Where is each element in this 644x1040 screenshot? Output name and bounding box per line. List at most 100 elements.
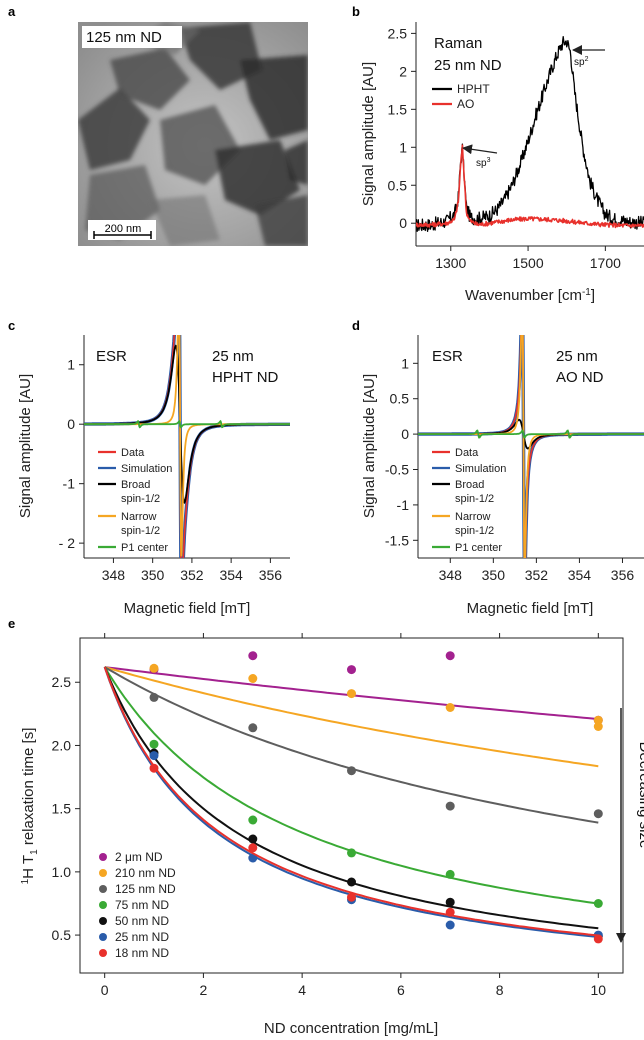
data-point-210-nm-nd bbox=[445, 703, 455, 712]
relaxation-legend: 2 μm ND 210 nm ND 125 nm ND 75 nm ND 50 nm N… bbox=[99, 850, 176, 960]
data-point-210-nm-nd bbox=[347, 689, 356, 699]
y-tick-label: - 2 bbox=[59, 535, 76, 551]
series-line-hpht bbox=[416, 36, 644, 233]
esr-ao-xlabel: Magnetic field [mT] bbox=[467, 600, 594, 617]
y-tick-label: 2 bbox=[399, 63, 407, 79]
data-point-210-nm-nd bbox=[149, 663, 159, 673]
legend-label: 50 nm ND bbox=[115, 914, 169, 928]
y-tick-label: 0 bbox=[67, 416, 75, 432]
esr-ao-ylabel: Signal amplitude [AU] bbox=[361, 374, 378, 518]
y-tick-label: 1.0 bbox=[52, 864, 72, 880]
relaxation-xlabel: ND concentration [mg/mL] bbox=[264, 1020, 438, 1037]
data-point-125-nm-nd bbox=[445, 801, 455, 811]
y-tick-label: 0 bbox=[401, 426, 409, 442]
esr-hpht-annotation-3: HPHT ND bbox=[212, 369, 279, 386]
legend-label-ao: AO bbox=[457, 97, 474, 111]
x-tick-label: 356 bbox=[611, 567, 635, 583]
legend-label-hpht: HPHT bbox=[457, 82, 490, 96]
legend-label-data: Data bbox=[455, 447, 479, 459]
y-tick-label: 1 bbox=[401, 355, 409, 371]
esr-hpht-xlabel: Magnetic field [mT] bbox=[124, 600, 251, 617]
esr-ao-ticks: 348 350 352 354 356 -1.5 -1 -0.5 0 0.5 1 bbox=[385, 355, 634, 583]
chart-relaxation: 0 2 4 6 8 10 0.5 1.0 1.5 2.0 2.5 2 μm ND 210 nm ND 1… bbox=[20, 633, 644, 1037]
raman-axes bbox=[415, 22, 644, 247]
x-tick-label: 350 bbox=[482, 567, 506, 583]
legend-label-narrow-2: spin-1/2 bbox=[121, 525, 160, 537]
data-point-75-nm-nd bbox=[347, 848, 356, 858]
legend-label-broad: Broad bbox=[455, 479, 484, 491]
legend-marker bbox=[99, 917, 107, 925]
legend-label-broad: Broad bbox=[121, 479, 150, 491]
data-point-18-nm-nd bbox=[149, 763, 159, 773]
data-point-210-nm-nd bbox=[593, 722, 603, 731]
relaxation-frame bbox=[79, 637, 624, 974]
legend-label-simulation: Simulation bbox=[455, 463, 506, 475]
data-point-210-nm-nd bbox=[248, 674, 258, 683]
data-point-18-nm-nd bbox=[593, 934, 603, 944]
legend-label-narrow: Narrow bbox=[455, 511, 491, 523]
decreasing-size-label: Decreasing size bbox=[636, 742, 644, 849]
data-point-50-nm-nd bbox=[347, 877, 356, 887]
y-tick-label: 1.5 bbox=[52, 801, 72, 817]
x-tick-label: 356 bbox=[259, 567, 283, 583]
x-tick-label: 8 bbox=[496, 982, 504, 998]
data-point-125-nm-nd bbox=[149, 692, 159, 702]
y-tick-label: 1 bbox=[399, 139, 407, 155]
y-tick-label: -1.5 bbox=[385, 532, 409, 548]
data-point-18-nm-nd bbox=[347, 892, 356, 902]
esr-ao-annotation-2: 25 nm bbox=[556, 348, 598, 365]
data-point-25-nm-nd bbox=[149, 751, 159, 761]
panel-label-d: d bbox=[352, 318, 360, 333]
legend-label: 125 nm ND bbox=[115, 882, 176, 896]
esr-ao-annotation-1: ESR bbox=[432, 348, 463, 365]
relaxation-ylabel: 1H T1 relaxation time [s] bbox=[20, 728, 40, 885]
x-tick-label: 348 bbox=[102, 567, 126, 583]
esr-hpht-annotation-1: ESR bbox=[96, 348, 127, 365]
y-tick-label: 2.5 bbox=[52, 674, 72, 690]
esr-ao-series bbox=[418, 335, 644, 558]
x-tick-label: 1500 bbox=[512, 255, 543, 271]
legend-marker bbox=[99, 869, 107, 877]
data-point-18-nm-nd bbox=[445, 907, 455, 917]
esr-ao-legend: Data Simulation Broad spin-1/2 Narrow sp… bbox=[432, 447, 506, 554]
data-point-2-m-nd bbox=[248, 651, 258, 661]
legend-label: 18 nm ND bbox=[115, 946, 169, 960]
legend-label-simulation: Simulation bbox=[121, 463, 172, 475]
esr-ao-annotation-3: AO ND bbox=[556, 369, 604, 386]
data-point-25-nm-nd bbox=[248, 853, 258, 863]
data-point-125-nm-nd bbox=[593, 809, 603, 819]
data-point-2-m-nd bbox=[445, 651, 455, 661]
series-line-ao bbox=[416, 144, 644, 229]
legend-label-p1: P1 center bbox=[455, 542, 502, 554]
panel-label-b: b bbox=[352, 4, 360, 19]
legend-label: 2 μm ND bbox=[115, 850, 163, 864]
legend-label-narrow: Narrow bbox=[121, 511, 157, 523]
chart-esr-hpht: 348 350 352 354 356 - 2 -1 0 1 ESR 25 nm HPHT ND… bbox=[17, 335, 290, 617]
raman-ticks: 1300 1500 1700 0 0.5 1 1.5 2 2.5 bbox=[388, 25, 622, 271]
sp3-arrow bbox=[462, 144, 498, 155]
raman-annotation-1: Raman bbox=[434, 35, 482, 52]
data-point-75-nm-nd bbox=[149, 739, 159, 749]
panel-label-c: c bbox=[8, 318, 15, 333]
x-tick-label: 352 bbox=[525, 567, 549, 583]
x-tick-label: 354 bbox=[219, 567, 243, 583]
y-tick-label: -1 bbox=[63, 476, 76, 492]
x-tick-label: 350 bbox=[141, 567, 165, 583]
y-tick-label: -0.5 bbox=[385, 462, 409, 478]
y-tick-label: 0.5 bbox=[388, 177, 408, 193]
legend-marker bbox=[99, 853, 107, 861]
legend-marker bbox=[99, 885, 107, 893]
raman-xlabel: Wavenumber [cm-1] bbox=[465, 287, 595, 304]
legend-label: 75 nm ND bbox=[115, 898, 169, 912]
sp2-label: sp2 bbox=[574, 56, 589, 68]
tem-label-box bbox=[82, 26, 182, 48]
x-tick-label: 352 bbox=[180, 567, 204, 583]
x-tick-label: 2 bbox=[200, 982, 208, 998]
y-tick-label: 0.5 bbox=[52, 927, 72, 943]
raman-series bbox=[416, 36, 644, 233]
x-tick-label: 354 bbox=[568, 567, 592, 583]
esr-hpht-annotation-2: 25 nm bbox=[212, 348, 254, 365]
data-point-75-nm-nd bbox=[593, 899, 603, 908]
relaxation-ticks: 0 2 4 6 8 10 0.5 1.0 1.5 2.0 2.5 bbox=[52, 633, 606, 998]
esr-ao-axes bbox=[417, 335, 644, 559]
